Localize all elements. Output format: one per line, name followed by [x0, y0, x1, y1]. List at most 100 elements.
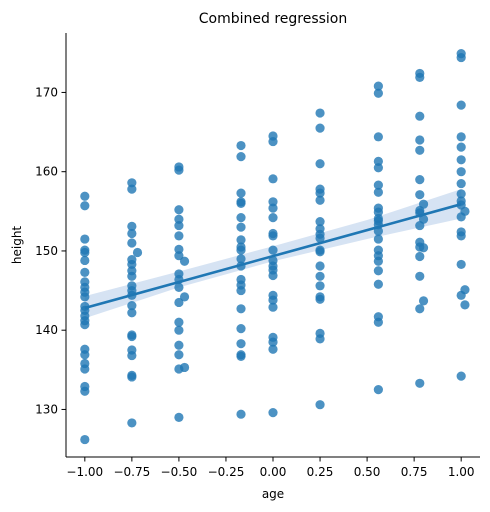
y-axis-label: height — [10, 226, 24, 265]
scatter-point — [174, 220, 184, 231]
scatter-point — [268, 174, 278, 184]
x-tick-label: −1.00 — [66, 465, 103, 479]
scatter-point — [236, 339, 246, 349]
scatter-point — [127, 228, 137, 239]
scatter-point — [236, 152, 246, 162]
scatter-point — [415, 251, 425, 262]
scatter-point — [456, 227, 466, 237]
x-tick-label: 1.00 — [448, 465, 475, 479]
scatter-point — [179, 292, 190, 302]
scatter-point — [415, 190, 425, 200]
scatter-point — [415, 68, 425, 79]
scatter-point — [174, 282, 184, 292]
scatter-point — [268, 131, 278, 141]
scatter-point — [373, 180, 383, 190]
scatter-point — [373, 266, 383, 276]
scatter-point — [174, 214, 184, 224]
scatter-point — [315, 224, 325, 234]
x-tick-label: 0.50 — [354, 465, 381, 479]
scatter-point — [179, 256, 190, 266]
scatter-point — [373, 88, 383, 98]
y-tick-label: 140 — [35, 323, 58, 337]
scatter-point — [127, 301, 137, 311]
scatter-point — [456, 100, 466, 110]
scatter-point — [80, 434, 90, 445]
scatter-point — [373, 187, 383, 197]
y-ticks: 130 140 150 160 170 — [35, 85, 66, 416]
scatter-point — [80, 301, 90, 312]
scatter-point — [236, 242, 246, 252]
x-tick-label: −0.50 — [161, 465, 198, 479]
scatter-point — [80, 267, 90, 277]
scatter-point — [373, 385, 383, 395]
scatter-point — [315, 184, 325, 194]
scatter-point — [373, 279, 383, 289]
scatter-point — [456, 196, 466, 206]
scatter-point — [179, 362, 190, 373]
scatter-point — [127, 221, 137, 231]
scatter-point — [127, 330, 137, 340]
scatter-point — [415, 111, 425, 121]
scatter-point — [418, 243, 429, 253]
scatter-point — [236, 350, 246, 360]
x-tick-label: −0.25 — [208, 465, 245, 479]
scatter-point — [80, 344, 90, 354]
scatter-point — [80, 201, 90, 211]
scatter-point — [174, 205, 184, 215]
scatter-point — [315, 217, 325, 227]
scatter-point — [236, 304, 246, 314]
scatter-point — [236, 213, 246, 223]
scatter-point — [456, 371, 466, 381]
scatter-point — [456, 178, 466, 189]
scatter-point — [268, 408, 278, 418]
x-tick-label: −0.75 — [113, 465, 150, 479]
scatter-point — [127, 308, 137, 318]
scatter-point — [236, 197, 246, 207]
x-tick-label: 0.25 — [307, 465, 334, 479]
scatter-point — [373, 245, 383, 255]
scatter-point — [418, 199, 429, 209]
y-tick-label: 150 — [35, 244, 58, 258]
scatter-point — [268, 228, 278, 239]
scatter-point — [315, 328, 325, 338]
scatter-point — [315, 245, 325, 255]
scatter-point — [268, 197, 278, 207]
scatter-point — [373, 156, 383, 166]
scatter-point — [132, 247, 143, 258]
scatter-point — [373, 234, 383, 244]
scatter-point — [174, 231, 184, 241]
scatter-point — [236, 254, 246, 264]
scatter-point — [373, 213, 383, 224]
scatter-point — [315, 400, 325, 410]
scatter-point — [268, 302, 278, 312]
scatter-point — [174, 317, 184, 327]
scatter-point — [80, 191, 90, 201]
scatter-point — [236, 188, 246, 198]
scatter-point — [415, 304, 425, 314]
scatter-point — [174, 269, 184, 279]
scatter-point — [268, 203, 278, 213]
scatter-point — [174, 340, 184, 350]
scatter-point — [315, 271, 325, 281]
scatter-point — [127, 184, 137, 194]
scatter-point — [460, 300, 470, 310]
scatter-point — [174, 350, 184, 360]
scatter-point — [456, 132, 466, 142]
scatter-point — [456, 189, 466, 199]
scatter-point — [460, 206, 470, 216]
scatter-point — [456, 155, 466, 165]
y-tick-label: 130 — [35, 402, 58, 416]
scatter-point — [236, 140, 246, 151]
scatter-point — [418, 296, 429, 306]
scatter-point — [268, 255, 278, 266]
regression-line — [84, 202, 462, 310]
scatter-point — [127, 345, 137, 355]
scatter-point — [174, 297, 184, 308]
scatter-point — [127, 418, 137, 428]
y-tick-label: 170 — [35, 85, 58, 99]
scatter-point — [80, 277, 90, 287]
scatter-point — [456, 142, 466, 152]
scatter-point — [236, 324, 246, 334]
scatter-point — [236, 222, 246, 232]
